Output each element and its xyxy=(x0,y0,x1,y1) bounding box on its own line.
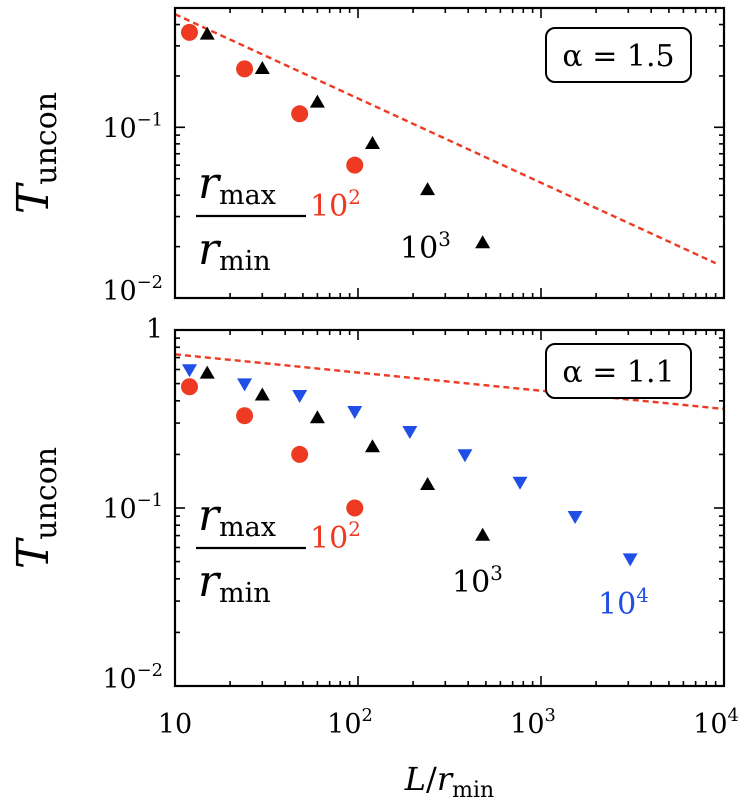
x-tick-label: 102 xyxy=(327,705,373,740)
data-point xyxy=(622,553,638,567)
data-point xyxy=(402,426,418,440)
data-point xyxy=(567,510,583,524)
data-point xyxy=(346,156,364,174)
alpha-legend-box xyxy=(545,27,692,83)
series-label: 102 xyxy=(310,186,361,224)
series-circle xyxy=(180,378,364,517)
data-point xyxy=(237,378,253,392)
y-tick-label: 10−1 xyxy=(102,109,163,144)
y-axis-label: Tuncon xyxy=(8,447,64,569)
data-point xyxy=(199,365,215,379)
data-point xyxy=(254,387,270,401)
y-axis-label: Tuncon xyxy=(8,92,64,214)
data-point xyxy=(309,94,325,108)
fraction-denominator: rmin xyxy=(198,556,271,609)
data-point xyxy=(347,405,363,419)
fraction-numerator: rmax xyxy=(198,490,276,543)
alpha-legend-box xyxy=(545,343,692,399)
data-point xyxy=(254,61,270,75)
data-point xyxy=(364,136,380,150)
panel-1: 10−1 10−2 Tuncon α = 1.5 rmax rmin 102 103 xyxy=(8,6,726,307)
series-label: 102 xyxy=(310,518,361,556)
data-point xyxy=(457,449,473,463)
fraction-denominator: rmin xyxy=(198,224,271,277)
y-tick-label: 10−2 xyxy=(102,272,163,307)
data-point xyxy=(420,477,436,491)
y-tick-label: 1 xyxy=(146,314,163,345)
data-point xyxy=(346,499,364,517)
data-point xyxy=(512,476,528,490)
y-tick-label: 10−1 xyxy=(102,490,163,525)
guide-line xyxy=(175,353,724,411)
series-triangle-up xyxy=(199,26,491,249)
x-tick-label: 10 xyxy=(158,709,192,740)
data-point xyxy=(236,60,254,78)
data-point xyxy=(199,26,215,40)
series-label: 104 xyxy=(598,584,649,622)
data-point xyxy=(180,378,198,396)
data-point xyxy=(181,364,197,378)
data-point xyxy=(291,445,309,463)
plot-frame xyxy=(173,6,726,300)
series-label: 103 xyxy=(400,228,451,266)
data-point xyxy=(292,390,308,404)
alpha-legend-text: α = 1.5 xyxy=(562,39,674,74)
data-point xyxy=(236,407,254,425)
data-point xyxy=(291,105,309,123)
panel-2: 1 10−1 10−2 Tuncon α = 1.1 rmax rmin 102 103 104 xyxy=(8,314,726,695)
series-triangle-down xyxy=(181,364,638,567)
plot-frame xyxy=(173,328,726,688)
x-axis-label: L/rmin xyxy=(404,760,494,803)
series-circle xyxy=(180,23,364,174)
fraction-numerator: rmax xyxy=(198,158,276,211)
series-label: 103 xyxy=(452,562,503,600)
alpha-legend-text: α = 1.1 xyxy=(562,355,674,390)
data-point xyxy=(180,23,198,41)
data-point xyxy=(309,410,325,424)
data-point xyxy=(364,439,380,453)
data-point xyxy=(420,182,436,196)
data-point xyxy=(475,527,491,541)
x-tick-label: 104 xyxy=(693,705,739,740)
series-triangle-up xyxy=(199,365,491,541)
data-point xyxy=(475,235,491,249)
x-tick-label: 103 xyxy=(510,705,556,740)
y-tick-label: 10−2 xyxy=(102,660,163,695)
